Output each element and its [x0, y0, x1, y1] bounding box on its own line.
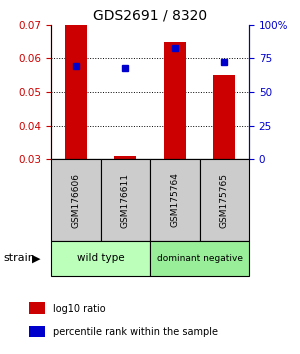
- Bar: [29, 302, 45, 314]
- Bar: [51, 241, 150, 276]
- Text: GSM175764: GSM175764: [170, 172, 179, 228]
- Text: wild type: wild type: [77, 253, 124, 263]
- Title: GDS2691 / 8320: GDS2691 / 8320: [93, 8, 207, 22]
- Bar: [150, 159, 200, 241]
- Text: GSM175765: GSM175765: [220, 172, 229, 228]
- Text: ▶: ▶: [32, 253, 40, 263]
- Bar: [29, 326, 45, 337]
- Text: log10 ratio: log10 ratio: [53, 304, 106, 314]
- Bar: [213, 75, 236, 159]
- Bar: [114, 156, 136, 159]
- Bar: [164, 41, 186, 159]
- Text: dominant negative: dominant negative: [157, 254, 242, 263]
- Text: strain: strain: [3, 253, 35, 263]
- Text: GSM176606: GSM176606: [71, 172, 80, 228]
- Bar: [51, 159, 100, 241]
- Bar: [100, 159, 150, 241]
- Text: GSM176611: GSM176611: [121, 172, 130, 228]
- Bar: [150, 241, 249, 276]
- Bar: [200, 159, 249, 241]
- Bar: [64, 25, 87, 159]
- Text: percentile rank within the sample: percentile rank within the sample: [53, 327, 218, 337]
